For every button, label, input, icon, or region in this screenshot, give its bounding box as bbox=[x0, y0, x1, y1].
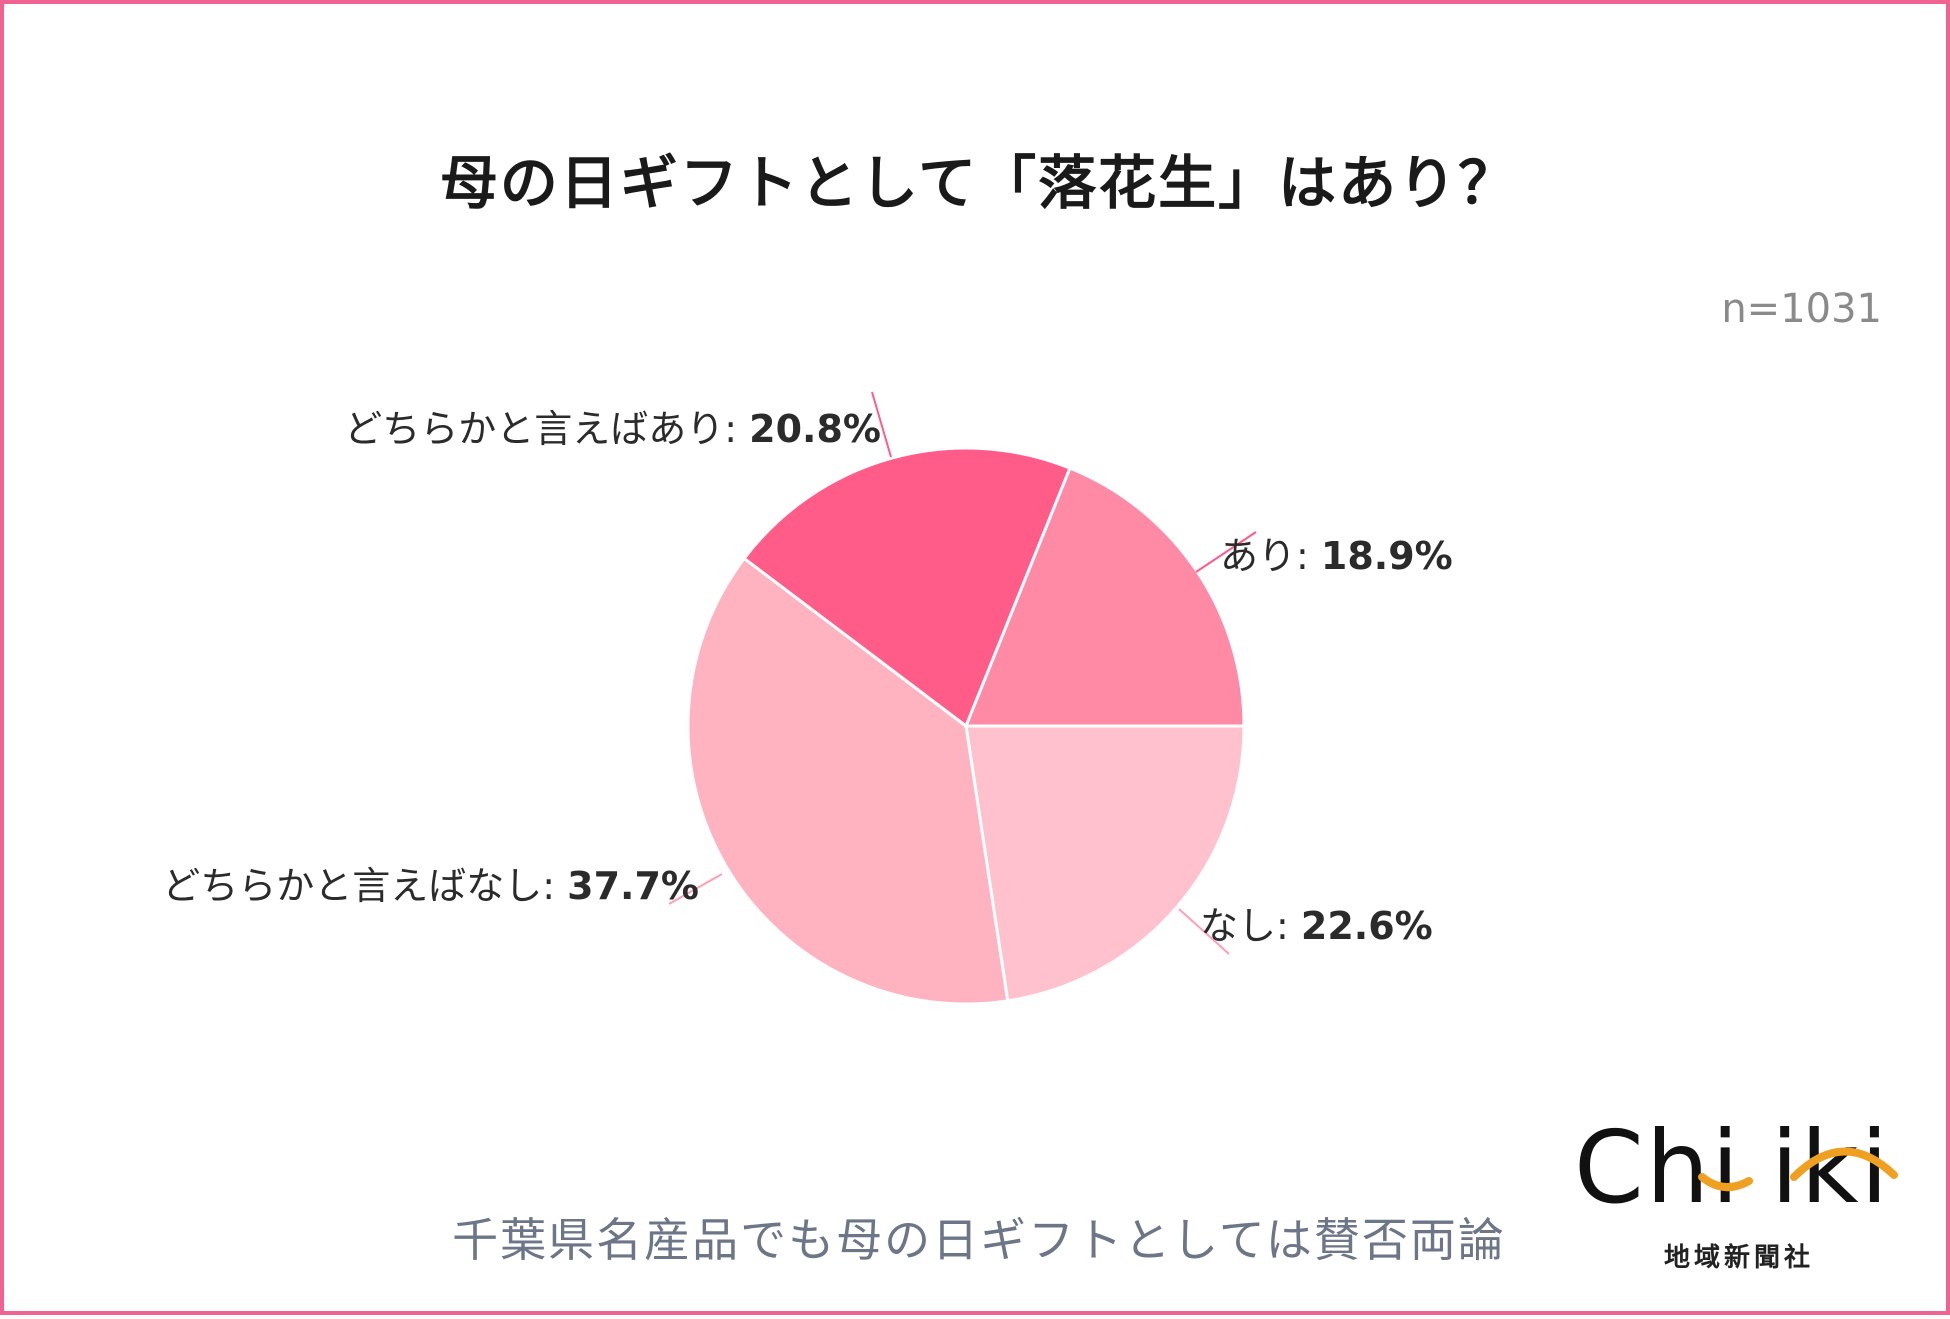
logo-arc-icon bbox=[1698, 1147, 1898, 1191]
pie-slice-2 bbox=[686, 556, 1010, 1006]
leader-line-2 bbox=[668, 873, 723, 905]
chiiki-logo: Chiiiki 地域新聞社 bbox=[1564, 1109, 1924, 1279]
logo-subtitle: 地域新聞社 bbox=[1664, 1243, 1815, 1273]
sample-size-label: n=1031 bbox=[1721, 286, 1882, 332]
slice-label-0: あり: 18.9% bbox=[1220, 534, 1453, 578]
leader-line-1 bbox=[1178, 908, 1230, 955]
slice-label-3: どちらかと言えばあり: 20.8% bbox=[344, 407, 881, 451]
slice-label-1: なし: 22.6% bbox=[1200, 904, 1433, 948]
pie-slice-0 bbox=[963, 466, 1246, 728]
slice-label-2: どちらかと言えばなし: 37.7% bbox=[162, 864, 699, 908]
logo-wordmark: Chiiiki bbox=[1574, 1109, 1891, 1226]
chart-title: 母の日ギフトとして「落花生」はあり？ bbox=[439, 149, 1519, 217]
leader-line-0 bbox=[1195, 531, 1257, 573]
leader-line-3 bbox=[871, 391, 892, 458]
pie-slice-3 bbox=[742, 446, 1072, 729]
pie-chart: あり: 18.9% なし: 22.6% どちらかと言えばなし: 37.7% どちらかと… bbox=[162, 391, 1453, 1006]
chart-caption: 千葉県名産品でも母の日ギフトとしては賛否両論 bbox=[452, 1213, 1506, 1267]
pie-slice-1 bbox=[964, 724, 1246, 1003]
